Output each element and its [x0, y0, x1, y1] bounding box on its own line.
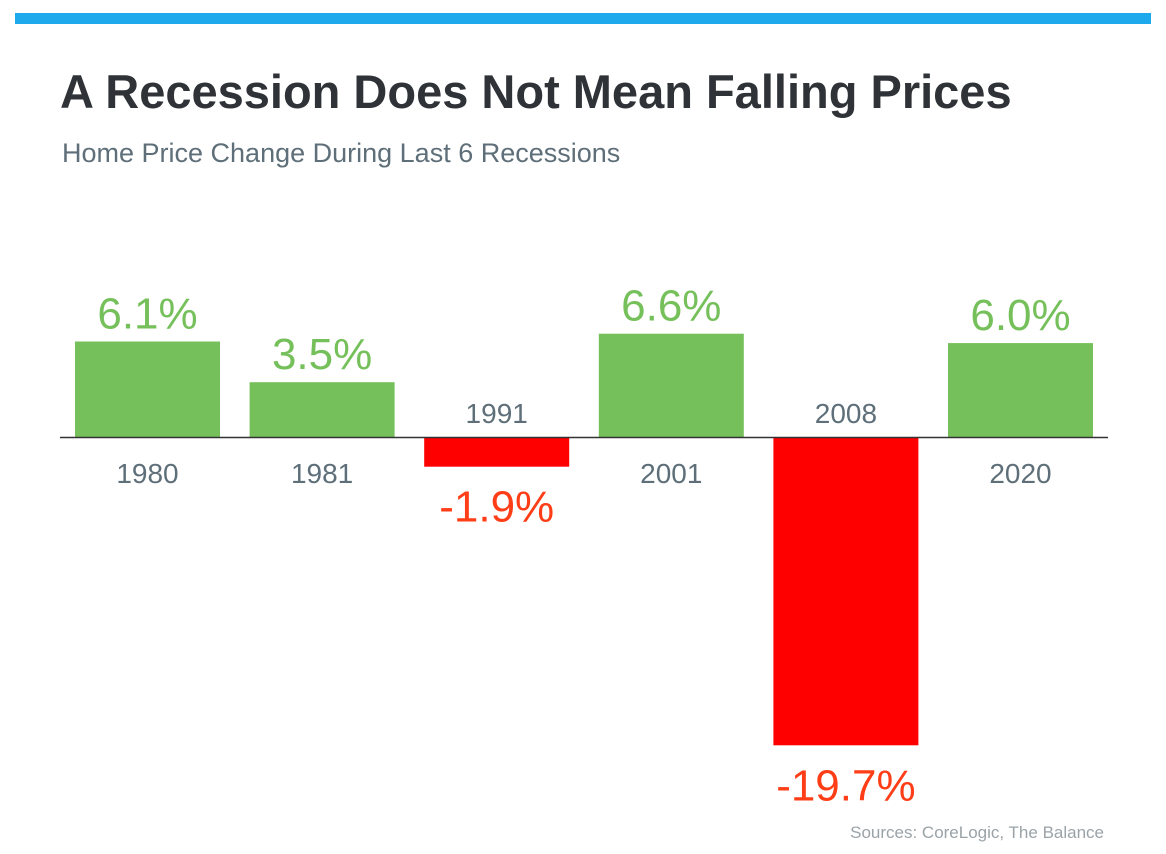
- data-label-2020: 6.0%: [970, 291, 1070, 340]
- bar-2001: [598, 333, 744, 437]
- data-label-1981: 3.5%: [272, 330, 372, 379]
- source-note: Sources: CoreLogic, The Balance: [850, 823, 1104, 842]
- category-label-2008: 2008: [815, 398, 877, 429]
- data-label-2008: -19.7%: [776, 761, 915, 810]
- chart-title: A Recession Does Not Mean Falling Prices: [60, 65, 1012, 118]
- bar-1980: [75, 341, 220, 437]
- data-label-1991: -1.9%: [439, 483, 554, 532]
- data-label-2001: 6.6%: [621, 282, 721, 331]
- chart-subtitle: Home Price Change During Last 6 Recessio…: [62, 138, 621, 168]
- accent-top-bar: [15, 13, 1151, 24]
- bar-2020: [948, 343, 1093, 437]
- bar-2008: [773, 437, 919, 746]
- category-label-1980: 1980: [116, 458, 178, 489]
- bar-1991: [424, 437, 570, 467]
- category-label-1981: 1981: [291, 458, 353, 489]
- category-label-1991: 1991: [466, 398, 528, 429]
- category-label-2020: 2020: [989, 458, 1051, 489]
- bar-1981: [249, 382, 395, 437]
- data-label-1980: 6.1%: [97, 290, 197, 339]
- category-label-2001: 2001: [640, 458, 702, 489]
